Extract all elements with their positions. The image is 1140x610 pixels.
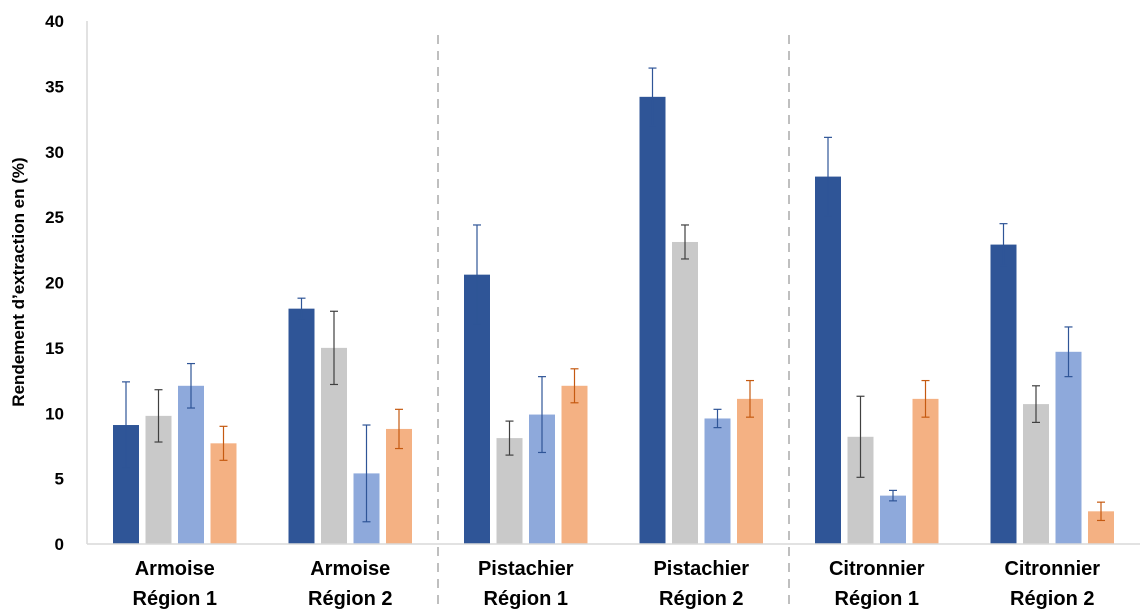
y-tick-label: 40 [45,12,64,31]
y-tick-labels: 0 5 10 15 20 25 30 35 40 [45,12,64,554]
category-label-line2: Région 2 [308,588,392,610]
y-tick-label: 35 [45,77,64,96]
y-tick-label: 10 [45,404,64,423]
bar [288,308,315,544]
bar [178,385,204,544]
y-tick-label: 25 [45,208,64,227]
category-label-line1: Armoise [135,558,215,580]
category-label-line1: Armoise [310,558,390,580]
y-axis-label: Rendement d’extraction en (%) [9,157,28,406]
bar [815,176,841,544]
bar [639,96,666,545]
y-tick-label: 20 [45,274,64,293]
category-label-line2: Région 1 [835,588,919,610]
category-label-line1: Pistachier [653,558,749,580]
y-tick-label: 30 [45,143,64,162]
bar [561,385,588,544]
category-label-line2: Région 2 [1010,588,1094,610]
bar [737,398,763,544]
bar [672,241,698,544]
bars [113,96,1114,545]
group-separators [437,35,790,610]
error-bars [122,67,1105,523]
bar [880,495,906,544]
y-tick-label: 0 [55,535,64,554]
y-tick-label: 15 [45,339,64,358]
bar [990,244,1017,544]
bar [912,398,939,544]
category-labels: Armoise Région 1 Armoise Région 2 Pistachier… [133,558,1101,610]
category-label-line2: Région 1 [133,588,217,610]
category-label-line2: Région 2 [659,588,743,610]
bar [1023,404,1049,544]
y-tick-label: 5 [55,470,64,489]
bar [704,418,731,544]
category-label-line2: Région 1 [484,588,568,610]
category-label-line1: Citronnier [1004,558,1100,580]
bar [496,438,523,544]
category-label-line1: Citronnier [829,558,925,580]
bar [1055,351,1082,544]
category-label-line1: Pistachier [478,558,574,580]
